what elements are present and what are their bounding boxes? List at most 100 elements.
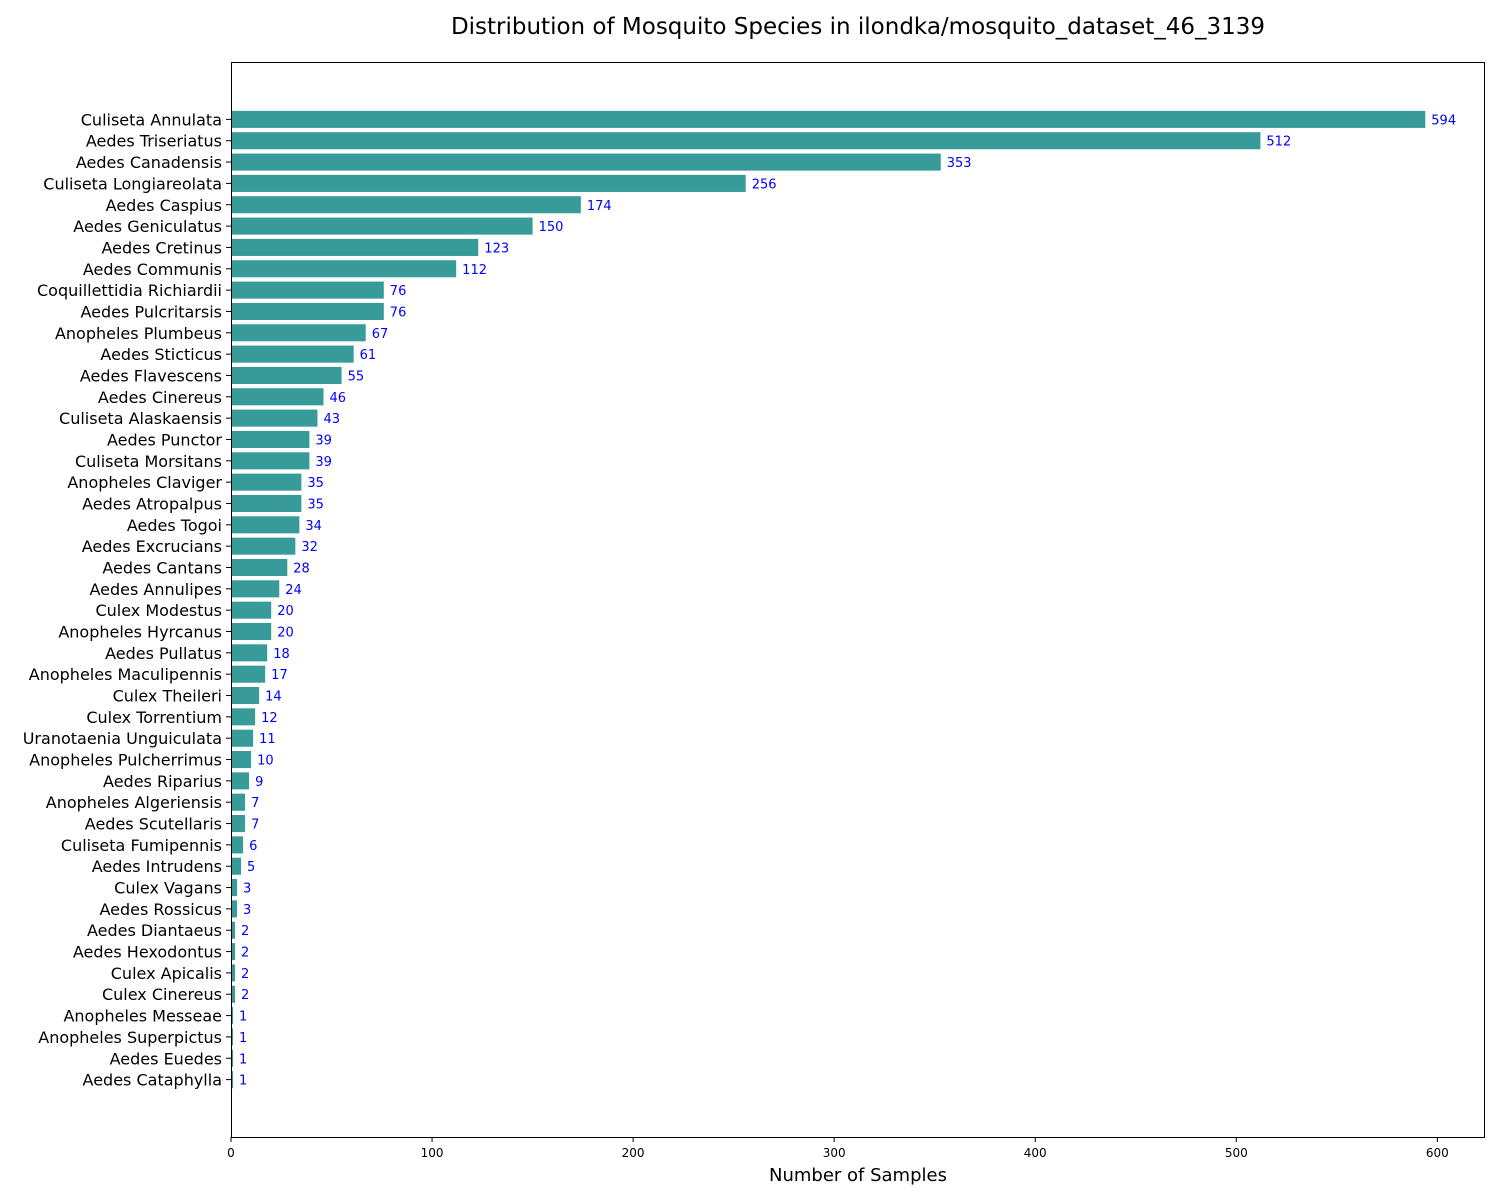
y-tick-label: Aedes Pullatus (105, 644, 222, 663)
bar (231, 153, 941, 171)
bars-group (231, 110, 1426, 1089)
bar (231, 430, 310, 449)
value-label: 17 (271, 668, 288, 683)
bar (231, 750, 252, 769)
y-tick-label: Anopheles Maculipennis (29, 665, 222, 684)
value-label: 39 (315, 455, 332, 470)
y-tick-label: Aedes Excrucians (82, 537, 222, 556)
y-tick-label: Aedes Intrudens (92, 857, 222, 876)
value-label: 10 (257, 754, 274, 769)
y-tick-label: Anopheles Pulcherrimus (29, 751, 222, 770)
y-tick-label: Aedes Hexodontus (73, 943, 222, 962)
plot-frame (231, 62, 1485, 1138)
value-label: 14 (265, 690, 282, 705)
bar (231, 601, 272, 619)
y-tick-label: Anopheles Claviger (67, 473, 222, 492)
bar (231, 836, 244, 854)
value-labels: 5945123532561741501231127676676155464339… (239, 113, 1456, 1088)
value-label: 67 (372, 327, 389, 342)
y-tick-label: Aedes Cinereus (98, 388, 222, 407)
y-tick-label: Culex Vagans (114, 879, 222, 898)
y-tick-label: Anopheles Plumbeus (55, 324, 222, 343)
value-label: 11 (259, 732, 276, 747)
y-tick-label: Culiseta Morsitans (75, 452, 222, 471)
value-label: 256 (752, 177, 777, 192)
bar (231, 580, 280, 598)
y-tick-label: Anopheles Messeae (63, 1007, 222, 1026)
bar (231, 772, 250, 790)
value-label: 32 (301, 540, 318, 555)
value-label: 1 (239, 1010, 247, 1025)
value-label: 1 (239, 1031, 247, 1046)
bar (231, 516, 300, 534)
y-tick-label: Culex Theileri (113, 687, 222, 706)
value-label: 1 (239, 1052, 247, 1067)
bar (231, 644, 268, 662)
y-tick-label: Aedes Atropalpus (82, 494, 222, 513)
value-label: 6 (249, 839, 257, 854)
y-tick-label: Aedes Euedes (110, 1049, 222, 1068)
y-tick-label: Anopheles Superpictus (38, 1028, 222, 1047)
value-label: 150 (539, 220, 564, 235)
bar (231, 622, 272, 641)
value-label: 2 (241, 946, 249, 961)
value-label: 76 (390, 284, 407, 299)
bar (231, 964, 236, 982)
chart-title: Distribution of Mosquito Species in ilon… (451, 14, 1265, 40)
value-label: 28 (293, 561, 310, 576)
bar (231, 793, 246, 811)
value-label: 35 (307, 476, 324, 491)
value-label: 55 (348, 369, 365, 384)
x-tick-labels: 0 100 200 300 400 500 600 (227, 1137, 1449, 1160)
y-tick-label: Aedes Scutellaris (85, 815, 222, 834)
bar (231, 558, 288, 577)
bar (231, 1049, 234, 1067)
bar (231, 686, 260, 705)
y-tick-label: Culex Modestus (95, 601, 222, 620)
y-tick-label: Aedes Cantans (102, 558, 222, 577)
value-label: 512 (1266, 135, 1291, 150)
bar (231, 815, 246, 833)
bar (231, 238, 479, 256)
value-label: 1 (239, 1074, 247, 1089)
y-tick-label: Aedes Pulcritarsis (81, 302, 222, 321)
bar (231, 217, 533, 235)
y-tick-label: Aedes Caspius (106, 196, 222, 215)
bar (231, 494, 302, 513)
y-tick-label: Culiseta Annulata (81, 110, 222, 129)
bar (231, 665, 266, 683)
bar (231, 1028, 234, 1046)
bar (231, 409, 318, 427)
bar (231, 302, 384, 320)
x-tick-label: 100 (421, 1146, 444, 1160)
x-tick-label: 0 (227, 1146, 235, 1160)
value-label: 123 (484, 241, 509, 256)
bar (231, 388, 324, 406)
y-tick-label: Aedes Riparius (103, 772, 222, 791)
y-tick-label: Aedes Rossicus (99, 900, 222, 919)
y-tick-label: Aedes Togoi (127, 516, 222, 535)
value-label: 43 (323, 412, 340, 427)
y-tick-label: Culiseta Fumipennis (61, 836, 222, 855)
value-label: 3 (243, 882, 251, 897)
bar (231, 174, 746, 192)
bar (231, 110, 1426, 128)
x-tick-label: 200 (622, 1146, 645, 1160)
y-tick-label: Aedes Flavescens (80, 366, 222, 385)
y-tick-label: Aedes Annulipes (89, 580, 222, 599)
value-label: 39 (315, 433, 332, 448)
y-tick-label: Aedes Geniculatus (73, 217, 222, 236)
value-label: 18 (273, 647, 290, 662)
y-tick-label: Uranotaenia Unguiculata (23, 729, 222, 748)
value-label: 2 (241, 924, 249, 939)
value-label: 76 (390, 305, 407, 320)
bar (231, 324, 366, 342)
y-tick-label: Aedes Punctor (107, 430, 222, 449)
value-label: 20 (277, 626, 294, 641)
y-tick-label: Culiseta Alaskaensis (59, 409, 222, 428)
bar (231, 473, 302, 491)
value-label: 46 (329, 391, 346, 406)
value-label: 353 (947, 156, 972, 171)
value-label: 20 (277, 604, 294, 619)
